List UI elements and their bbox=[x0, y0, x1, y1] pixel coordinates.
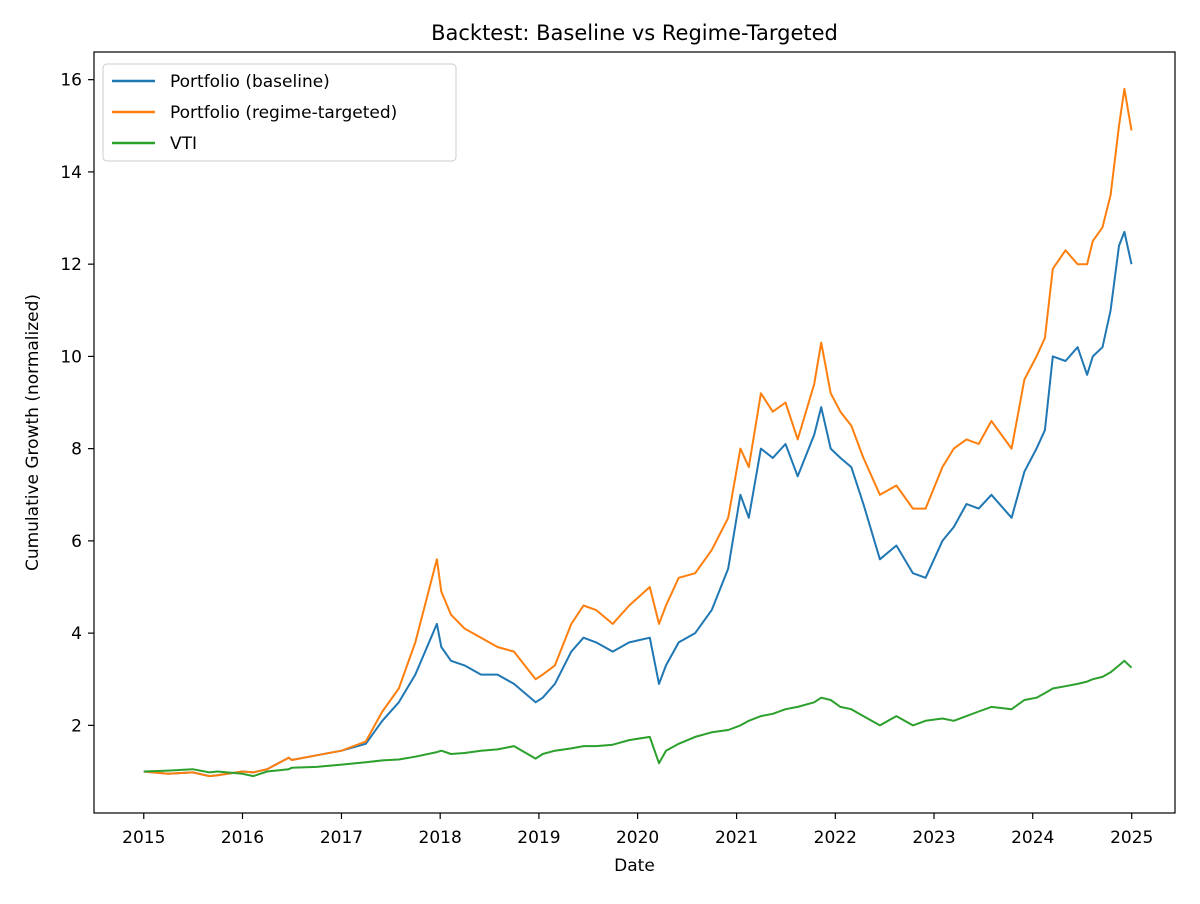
legend-items: Portfolio (baseline) Portfolio (regime-ta… bbox=[112, 72, 397, 154]
x-tick-label: 2025 bbox=[1110, 828, 1153, 848]
series-line-1 bbox=[143, 87, 1133, 778]
y-tick-label: 12 bbox=[60, 255, 82, 275]
x-tick-label: 2016 bbox=[221, 828, 264, 848]
legend-label: VTI bbox=[170, 134, 197, 154]
legend-frame bbox=[102, 63, 457, 162]
x-tick-label: 2021 bbox=[715, 828, 758, 848]
chart-title: Backtest: Baseline vs Regime-Targeted bbox=[431, 21, 838, 45]
x-tick-label: 2023 bbox=[912, 828, 955, 848]
x-tick-label: 2015 bbox=[122, 828, 165, 848]
x-axis-label: Date bbox=[614, 856, 655, 876]
y-tick-label: 6 bbox=[71, 532, 82, 552]
x-tick-label: 2019 bbox=[517, 828, 560, 848]
x-tick-label: 2020 bbox=[616, 828, 659, 848]
legend: Portfolio (baseline) Portfolio (regime-ta… bbox=[102, 63, 457, 162]
y-tick-label: 4 bbox=[71, 624, 82, 644]
y-tick-label: 14 bbox=[60, 163, 82, 183]
x-tick-label: 2022 bbox=[814, 828, 857, 848]
plot-frame bbox=[93, 51, 1176, 814]
y-tick-label: 2 bbox=[71, 716, 82, 736]
x-axis: 2015 2016 2017 2018 2019 2020 2021 2022 2023 2024… bbox=[122, 813, 1153, 848]
y-axis-label: Cumulative Growth (normalized) bbox=[23, 294, 43, 571]
x-tick-label: 2024 bbox=[1011, 828, 1054, 848]
series-line-2 bbox=[143, 659, 1133, 778]
y-tick-label: 16 bbox=[60, 71, 82, 91]
series-line-0 bbox=[143, 230, 1133, 778]
x-tick-label: 2017 bbox=[320, 828, 363, 848]
y-axis: 2 4 6 8 10 12 14 16 bbox=[60, 71, 94, 736]
x-tick-label: 2018 bbox=[419, 828, 462, 848]
legend-label: Portfolio (baseline) bbox=[170, 72, 330, 92]
legend-label: Portfolio (regime-targeted) bbox=[170, 103, 397, 123]
y-tick-label: 10 bbox=[60, 347, 82, 367]
plot-lines bbox=[143, 87, 1133, 778]
y-tick-label: 8 bbox=[71, 440, 82, 460]
